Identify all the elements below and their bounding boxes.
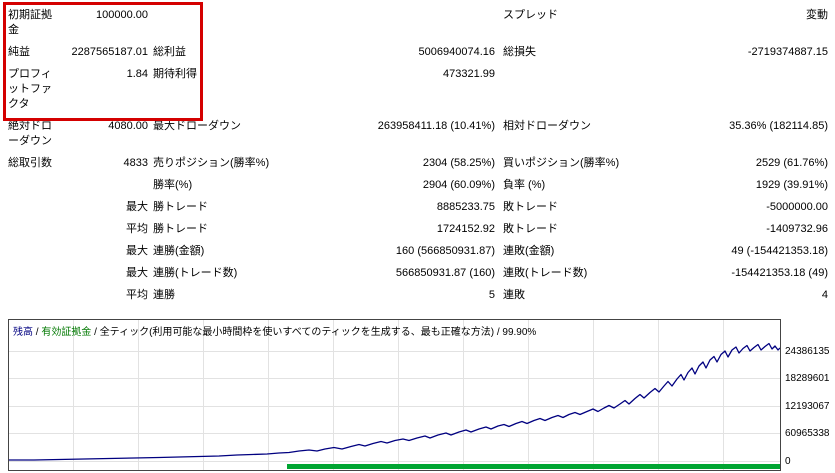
stat-value: 平均 <box>126 289 148 301</box>
stat-value <box>657 67 835 112</box>
legend-separator: / <box>494 327 503 338</box>
legend-separator: / <box>91 327 100 338</box>
stat-label <box>8 288 58 303</box>
table-row: 絶対ドローダウン 4080.00 最大ドローダウン 263958411.18 (… <box>0 119 835 149</box>
y-axis-label: 12193067 <box>785 401 830 412</box>
stat-label: 相対ドローダウン <box>503 120 591 132</box>
stat-label <box>8 200 58 215</box>
table-row: 純益 2287565187.01 総利益 5006940074.16 総損失 -… <box>0 45 835 60</box>
stat-label: 期待利得 <box>153 68 197 80</box>
stat-value: 1.84 <box>126 68 148 80</box>
stat-label: 絶対ドローダウン <box>8 120 52 147</box>
stat-label: 総利益 <box>153 46 186 58</box>
stat-value: -2719374887.15 <box>747 46 828 58</box>
stat-label <box>8 266 58 281</box>
stat-value: 473321.99 <box>443 68 495 80</box>
stat-label: 敗トレード <box>503 201 558 213</box>
stat-value: 5 <box>488 289 495 301</box>
stat-value: 変動 <box>806 9 828 21</box>
stat-value: 2529 (61.76%) <box>755 157 828 169</box>
stat-value: 1724152.92 <box>436 223 495 235</box>
stat-label: 勝トレード <box>153 201 208 213</box>
table-row: 平均 勝トレード 1724152.92 敗トレード -1409732.96 <box>0 222 835 237</box>
y-axis-label: 60965338 <box>785 428 830 439</box>
stat-label: 連敗 <box>503 289 525 301</box>
table-row: プロフィットファクタ 1.84 期待利得 473321.99 <box>0 67 835 112</box>
stat-label: 連敗(金額) <box>503 245 555 257</box>
quality-label: 99.90% <box>502 327 537 338</box>
y-axis-label: 24386135 <box>785 346 830 357</box>
table-row: 勝率(%) 2904 (60.09%) 負率 (%) 1929 (39.91%) <box>0 178 835 193</box>
stat-label: 初期証拠金 <box>8 9 52 36</box>
table-row: 最大 連勝(トレード数) 566850931.87 (160) 連敗(トレード数… <box>0 266 835 281</box>
stat-label: 純益 <box>8 46 30 58</box>
legend-separator: / <box>33 327 42 338</box>
model-label: 全ティック(利用可能な最小時間枠を使いすべてのティックを生成する、最も正確な方法… <box>99 327 495 338</box>
y-axis-label: 18289601 <box>785 373 830 384</box>
table-row: 初期証拠金 100000.00 スプレッド 変動 <box>0 8 835 38</box>
stat-label <box>8 222 58 237</box>
stat-value: 5006940074.16 <box>418 46 495 58</box>
stat-value: 1929 (39.91%) <box>755 179 828 191</box>
stat-value <box>58 178 148 193</box>
stat-label: 連勝(金額) <box>153 245 205 257</box>
table-row: 最大 勝トレード 8885233.75 敗トレード -5000000.00 <box>0 200 835 215</box>
stat-value: 566850931.87 (160) <box>395 267 495 279</box>
stat-label: 連勝(トレード数) <box>153 267 238 279</box>
stat-value: 49 (-154421353.18) <box>731 245 828 257</box>
stat-value: 160 (566850931.87) <box>395 245 495 257</box>
volume-bars <box>287 464 780 469</box>
stat-label <box>495 67 657 112</box>
table-row: 最大 連勝(金額) 160 (566850931.87) 連敗(金額) 49 (… <box>0 244 835 259</box>
balance-chart-canvas <box>9 342 780 461</box>
stat-value: 2304 (58.25%) <box>422 157 495 169</box>
stat-label: 勝トレード <box>153 223 208 235</box>
table-row: 総取引数 4833 売りポジション(勝率%) 2304 (58.25%) 買いポ… <box>0 156 835 171</box>
stat-label <box>8 178 58 193</box>
stat-label: 勝率(%) <box>153 179 193 191</box>
stat-label: スプレッド <box>503 9 558 21</box>
stat-value: 平均 <box>126 223 148 235</box>
stat-value: 263958411.18 (10.41%) <box>377 120 495 132</box>
stat-value: 100000.00 <box>96 9 148 21</box>
stat-label: プロフィットファクタ <box>8 68 52 110</box>
balance-curve <box>9 342 780 461</box>
stat-label: 買いポジション(勝率%) <box>503 157 620 169</box>
stat-label: 敗トレード <box>503 223 558 235</box>
stat-value: 2287565187.01 <box>71 46 148 58</box>
table-row: 平均 連勝 5 連敗 4 <box>0 288 835 303</box>
stat-value: 35.36% (182114.85) <box>729 120 828 132</box>
stat-label: 連勝 <box>153 289 175 301</box>
stat-label: 売りポジション(勝率%) <box>153 157 270 169</box>
stat-value: 最大 <box>126 267 148 279</box>
stat-label: 総取引数 <box>8 157 52 169</box>
stat-value: 8885233.75 <box>436 201 495 213</box>
y-axis-label: 0 <box>785 456 791 467</box>
chart-legend: 残高 / 有効証拠金 / 全ティック(利用可能な最小時間枠を使いすべてのティック… <box>13 323 536 338</box>
stat-value: 4 <box>821 289 828 301</box>
stat-value: 4080.00 <box>108 120 148 132</box>
stat-label <box>148 8 305 38</box>
balance-chart: 残高 / 有効証拠金 / 全ティック(利用可能な最小時間枠を使いすべてのティック… <box>8 319 781 471</box>
report-table: 初期証拠金 100000.00 スプレッド 変動 純益 2287565187.0… <box>0 8 835 310</box>
stat-label: 連敗(トレード数) <box>503 267 588 279</box>
equity-label: 有効証拠金 <box>41 327 92 338</box>
stat-value: 4833 <box>123 157 148 169</box>
stat-value: 最大 <box>126 245 148 257</box>
stat-value: 最大 <box>126 201 148 213</box>
stat-value <box>305 8 495 38</box>
stat-value: -1409732.96 <box>766 223 828 235</box>
balance-label: 残高 <box>13 327 33 338</box>
stat-label <box>8 244 58 259</box>
stat-label: 最大ドローダウン <box>153 120 241 132</box>
stat-label: 総損失 <box>503 46 536 58</box>
stat-label: 負率 (%) <box>503 179 546 191</box>
stat-value: -5000000.00 <box>766 201 828 213</box>
stat-value: 2904 (60.09%) <box>422 179 495 191</box>
stat-value: -154421353.18 (49) <box>731 267 828 279</box>
